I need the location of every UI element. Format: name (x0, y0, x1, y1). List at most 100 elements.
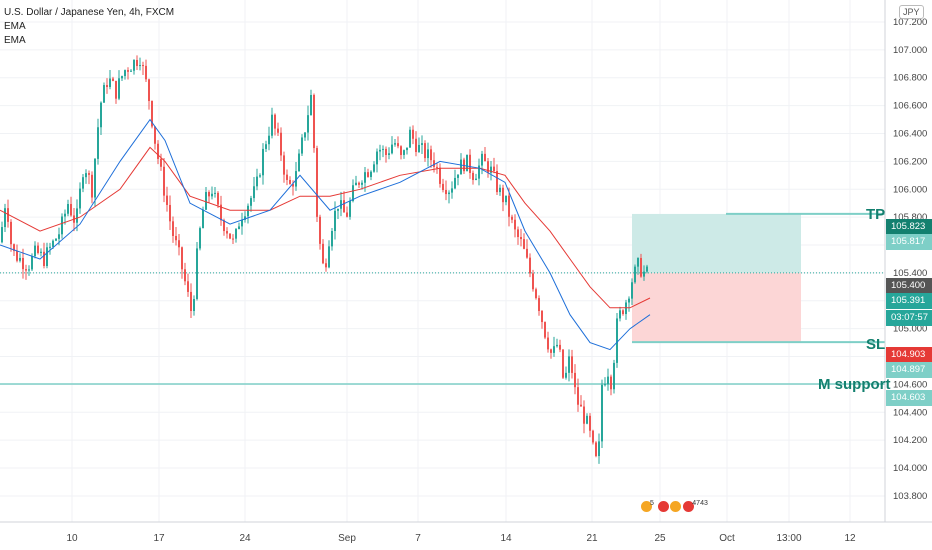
support-label[interactable]: M support (818, 376, 891, 393)
candle-body (583, 406, 585, 424)
candle-body (517, 229, 519, 238)
candle-body (238, 226, 240, 230)
candle-body (496, 170, 498, 193)
event-flag-icon[interactable] (640, 500, 653, 513)
candle-body (199, 228, 201, 249)
candle-body (493, 166, 495, 171)
ema-line-red (0, 146, 651, 309)
candle-body (358, 182, 360, 185)
candle-body (109, 78, 111, 88)
sl-label[interactable]: SL (866, 336, 886, 353)
event-flag-icon[interactable] (656, 500, 670, 513)
time-tick-label: 13:00 (776, 533, 801, 544)
candle-body (16, 251, 18, 261)
candle-body (217, 192, 219, 205)
candle-body (631, 282, 633, 299)
candle-body (436, 166, 438, 168)
candle-body (445, 190, 447, 195)
candle-body (604, 384, 606, 386)
candle-body (442, 183, 444, 191)
horizontal-levels (0, 212, 885, 385)
candle-body (232, 238, 234, 240)
candle-body (319, 216, 321, 244)
price-tick-label: 106.800 (893, 73, 927, 84)
time-tick-label: 14 (500, 533, 512, 544)
support-price-tag: 104.603 (886, 390, 932, 406)
candle-body (403, 150, 405, 155)
candle-body (133, 59, 135, 71)
candle-body (310, 94, 312, 116)
event-count: 4 (700, 500, 704, 507)
candle-body (406, 147, 408, 151)
candle-body (400, 146, 402, 155)
candle-body (598, 441, 600, 457)
target-zone[interactable] (632, 213, 801, 273)
candle-body (40, 251, 42, 253)
candle-body (244, 216, 246, 220)
economic-events[interactable]: 5 4743 (640, 500, 708, 513)
candle-body (385, 148, 387, 155)
candle-body (202, 209, 204, 229)
candle-body (325, 263, 327, 268)
candle-body (61, 216, 63, 235)
currency-badge[interactable]: JPY (899, 5, 924, 19)
event-flag-icon[interactable] (682, 500, 696, 513)
candle-body (430, 149, 432, 161)
candle-body (538, 298, 540, 311)
candle-body (412, 129, 414, 139)
candle-body (205, 192, 207, 210)
candle-body (607, 376, 609, 385)
candle-body (82, 177, 84, 189)
candle-body (139, 65, 141, 67)
candle-body (175, 235, 177, 241)
candle-body (169, 204, 171, 222)
tp-price-tag: 105.823 (886, 219, 932, 235)
candle-body (472, 172, 474, 180)
price-tick-label: 106.400 (893, 129, 927, 140)
time-tick-label: Oct (719, 533, 735, 544)
event-count: 7 (696, 500, 701, 507)
candle-body (388, 153, 390, 155)
candle-body (616, 318, 618, 363)
event-count: 4 (692, 500, 697, 507)
candle-body (547, 337, 549, 350)
candle-body (79, 188, 81, 209)
price-axis: 103.800104.000104.200104.400104.600104.8… (893, 0, 927, 502)
candle-body (145, 65, 147, 80)
event-flag-icon[interactable] (669, 500, 683, 513)
candle-body (76, 208, 78, 223)
price-tick-label: 104.000 (893, 463, 927, 474)
candle-body (541, 310, 543, 323)
candle-body (250, 198, 252, 206)
candle-body (457, 174, 459, 178)
candle-body (334, 210, 336, 231)
candle-body (46, 247, 48, 266)
candle-body (484, 153, 486, 162)
candle-body (151, 101, 153, 127)
candle-body (157, 143, 159, 159)
candle-body (142, 65, 144, 67)
candle-body (523, 239, 525, 249)
candle-body (433, 160, 435, 167)
candle-body (361, 182, 363, 185)
tp-label[interactable]: TP (866, 206, 886, 223)
candle-body (532, 273, 534, 290)
candle-body (298, 153, 300, 172)
candle-body (181, 247, 183, 270)
candle-body (487, 161, 489, 173)
candle-body (160, 158, 162, 167)
candle-body (52, 240, 54, 247)
candle-body (262, 148, 264, 176)
candle-body (28, 269, 30, 271)
ema-legend-2[interactable]: EMA (4, 35, 26, 46)
stop-zone[interactable] (632, 272, 801, 343)
candle-body (136, 59, 138, 66)
candle-body (637, 258, 639, 267)
candle-body (340, 200, 342, 209)
ema-legend-1[interactable]: EMA (4, 21, 26, 32)
price-tick-label: 106.200 (893, 156, 927, 167)
candle-body (280, 132, 282, 156)
sl-price-tag: 104.903 (886, 347, 932, 363)
candle-body (535, 289, 537, 299)
